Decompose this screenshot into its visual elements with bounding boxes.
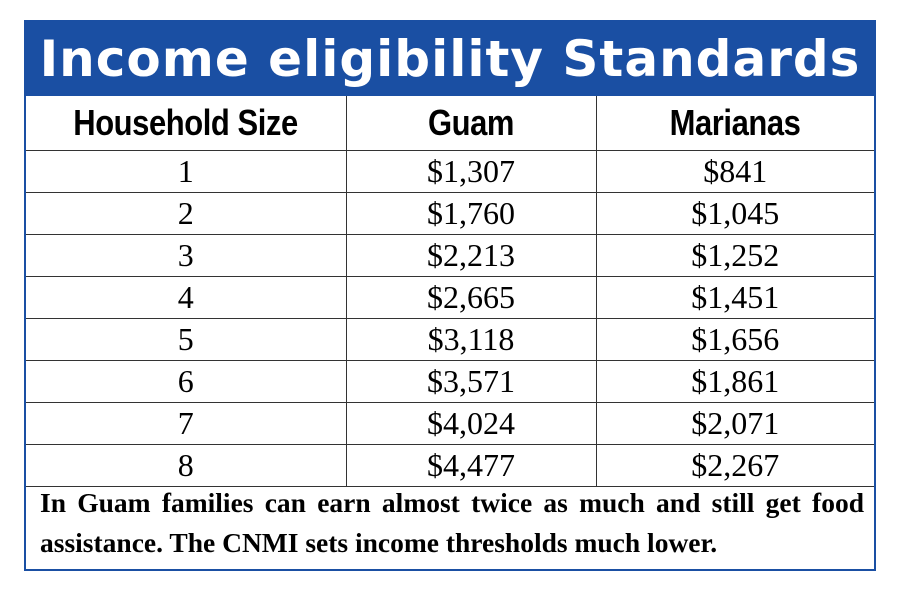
panel-title: Income eligibility Standards (26, 22, 874, 96)
marianas-cell: $1,252 (596, 234, 874, 277)
guam-cell: $4,024 (346, 402, 597, 445)
household-size-cell: 6 (26, 360, 347, 403)
column-header-marianas: Marianas (596, 96, 874, 151)
guam-cell: $3,571 (346, 360, 597, 403)
caption-note: In Guam families can earn almost twice a… (40, 487, 864, 558)
table-row: 3 $2,213 $1,252 (26, 234, 874, 277)
table-row: 7 $4,024 $2,071 (26, 402, 874, 445)
guam-cell: $2,665 (346, 276, 597, 319)
marianas-cell: $2,267 (596, 444, 874, 487)
table-row: 1 $1,307 $841 (26, 150, 874, 193)
marianas-cell: $2,071 (596, 402, 874, 445)
guam-cell: $2,213 (346, 234, 597, 277)
income-standards-panel: Income eligibility Standards Household S… (24, 20, 876, 571)
table-header-row: Household Size Guam Marianas (26, 96, 874, 151)
household-size-cell: 2 (26, 192, 347, 235)
household-size-cell: 7 (26, 402, 347, 445)
table-row: 5 $3,118 $1,656 (26, 318, 874, 361)
table-row: 2 $1,760 $1,045 (26, 192, 874, 235)
guam-cell: $1,307 (346, 150, 597, 193)
marianas-cell: $841 (596, 150, 874, 193)
household-size-cell: 4 (26, 276, 347, 319)
marianas-cell: $1,045 (596, 192, 874, 235)
marianas-cell: $1,451 (596, 276, 874, 319)
marianas-cell: $1,861 (596, 360, 874, 403)
table-row: 8 $4,477 $2,267 (26, 444, 874, 487)
table-row: 4 $2,665 $1,451 (26, 276, 874, 319)
income-table: Household Size Guam Marianas 1 $1,307 $8… (26, 96, 874, 487)
household-size-cell: 8 (26, 444, 347, 487)
household-size-cell: 3 (26, 234, 347, 277)
guam-cell: $1,760 (346, 192, 597, 235)
column-header-household-size: Household Size (26, 96, 347, 151)
marianas-cell: $1,656 (596, 318, 874, 361)
household-size-cell: 5 (26, 318, 347, 361)
guam-cell: $3,118 (346, 318, 597, 361)
table-row: 6 $3,571 $1,861 (26, 360, 874, 403)
column-header-guam: Guam (346, 96, 597, 151)
household-size-cell: 1 (26, 150, 347, 193)
guam-cell: $4,477 (346, 444, 597, 487)
